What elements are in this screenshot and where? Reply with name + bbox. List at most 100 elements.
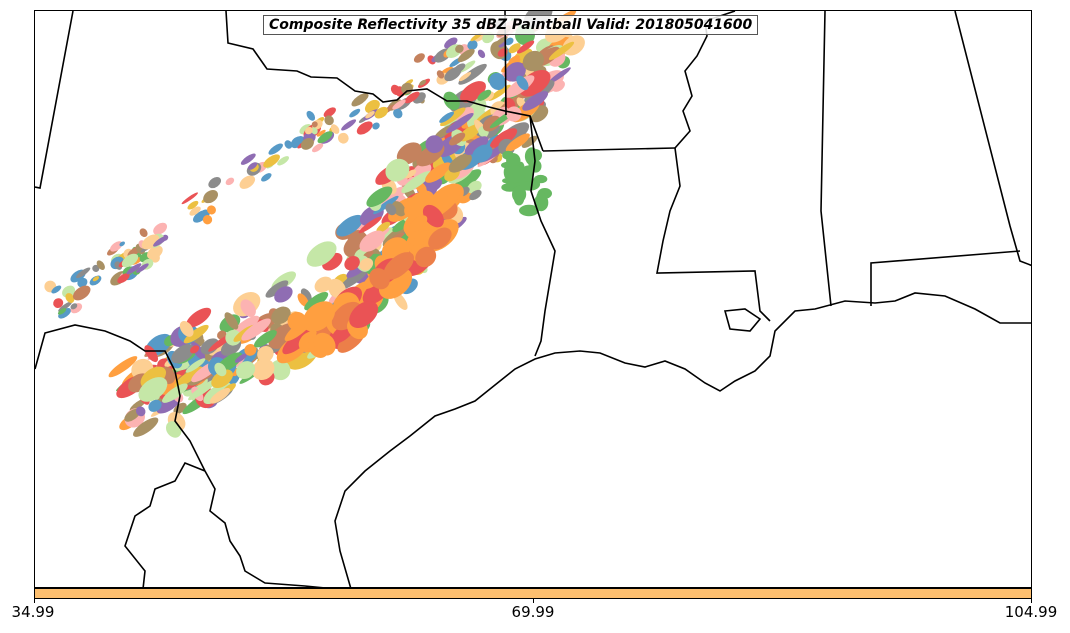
paintball-blob (356, 121, 373, 135)
paintball-blob (136, 263, 149, 273)
paintball-blob (240, 153, 256, 165)
paintball-blob (187, 200, 199, 210)
paintball-blob (453, 63, 466, 74)
paintball-blob (467, 40, 478, 50)
paintball-blob (203, 190, 218, 204)
paintball-blob (444, 37, 458, 49)
paintball-blob (252, 358, 275, 380)
map-panel (34, 10, 1032, 588)
paintball-blob (306, 110, 316, 121)
paintball-blob (76, 267, 91, 279)
paintball-blob (96, 260, 105, 271)
paintball-blob (464, 136, 489, 155)
paintball-blob (244, 343, 257, 356)
paintball-blob (58, 308, 72, 319)
paintball-blob (257, 345, 274, 363)
paintball-blob (126, 263, 142, 275)
colorbar-tick-label-mid: 69.99 (511, 603, 555, 621)
paintball-blob (521, 135, 538, 148)
paintball-blob (200, 338, 220, 355)
paintball-blob (349, 108, 361, 118)
paintball-blob (392, 99, 406, 110)
paintball-blob (174, 366, 203, 388)
paintball-blob (344, 255, 360, 271)
paintball-blob (408, 215, 428, 233)
paintball-blob (53, 298, 64, 309)
paintball-blob (393, 108, 403, 119)
paintball-blob (144, 345, 159, 363)
paintball-blob (415, 246, 437, 268)
paintball-blob (385, 158, 410, 182)
paintball-blob (65, 293, 75, 303)
paintball-blob (247, 162, 258, 170)
paintball-blob (440, 107, 466, 127)
colorbar (34, 588, 1032, 599)
paintball-blob (459, 60, 476, 73)
colorbar-tick-label-max: 104.99 (1004, 603, 1058, 621)
paintball-blob (425, 135, 444, 154)
paintball-blob (469, 189, 482, 201)
paintball-blob (458, 63, 487, 85)
paintball-blob (77, 277, 88, 288)
paintball-blob (190, 345, 200, 354)
paintball-blob (530, 159, 542, 173)
paintball-blob (70, 303, 78, 310)
paintball-blob (404, 169, 417, 179)
paintball-blob (504, 165, 525, 184)
paintball-blob (211, 369, 233, 389)
paintball-blob (536, 190, 546, 205)
paintball-blob (274, 286, 293, 303)
map-title: Composite Reflectivity 35 dBZ Paintball … (263, 15, 759, 35)
paintball-blob (304, 126, 313, 135)
paintball-blob (300, 137, 314, 150)
paintball-blob (453, 169, 482, 191)
paintball-blob (181, 192, 198, 205)
paintball-blob (323, 107, 336, 118)
paintball-blob (439, 111, 454, 123)
paintball-blob (270, 359, 291, 381)
paintball-blob (358, 216, 382, 234)
paintball-blob (448, 153, 472, 173)
paintball-blob (253, 330, 277, 348)
paintball-blob (457, 48, 475, 63)
paintball-blob (185, 358, 206, 373)
colorbar-tick-label-min: 34.99 (11, 603, 55, 621)
paintball-blob (108, 356, 138, 378)
paintball-blob (236, 361, 256, 380)
paintball-blob (263, 154, 280, 168)
paintball-blob (508, 43, 521, 54)
paintball-blob (240, 299, 256, 317)
paintball-blob (209, 388, 231, 404)
paintball-blob (506, 106, 522, 122)
paintball-blob (121, 253, 139, 268)
paintball-blob (183, 324, 209, 344)
paintball-blob (225, 177, 235, 186)
paintball-blob (493, 36, 508, 47)
paintball-blob (401, 171, 432, 194)
paintball-blob (202, 214, 213, 225)
paintball-blob (482, 115, 501, 132)
paintball-blob (135, 406, 146, 417)
paintball-blob (516, 40, 535, 54)
paintball-blob (425, 162, 452, 183)
paintball-blob (419, 79, 427, 86)
paintball-blob (207, 205, 216, 215)
paintball-blob (313, 332, 336, 356)
paintball-blob (455, 44, 464, 53)
paintball-blob (261, 173, 272, 182)
paintball-blob (330, 124, 340, 134)
paintball-blob (341, 119, 357, 131)
paintball-blob (148, 399, 162, 412)
paintball-blob (284, 140, 293, 149)
paintball-blob (339, 268, 369, 290)
paintball-blob (522, 50, 545, 72)
paintball-blob (186, 307, 212, 328)
paintball-blob (311, 127, 318, 135)
paintball-blob (235, 353, 248, 363)
paintball-blob (498, 41, 507, 48)
paintball-blob (365, 110, 375, 119)
paintball-blob (297, 293, 309, 307)
paintball-blob (518, 177, 541, 191)
paintball-blob (489, 72, 506, 90)
paintball-blob (449, 132, 466, 146)
